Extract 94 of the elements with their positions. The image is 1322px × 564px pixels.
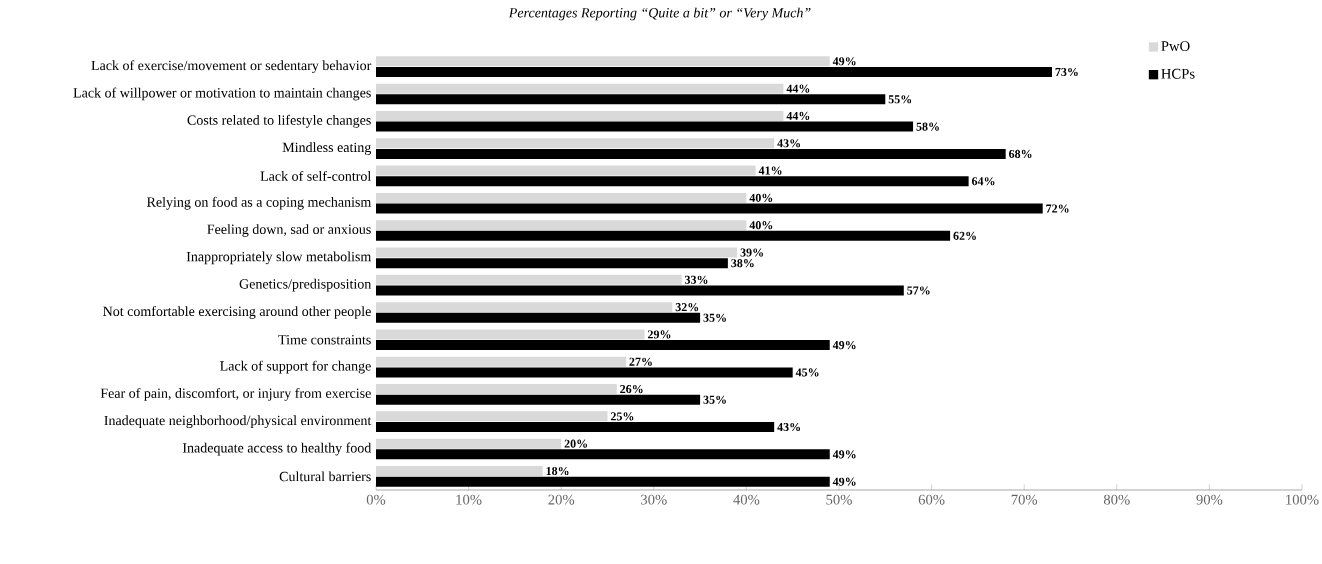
data-label: 44% <box>786 84 810 93</box>
bar <box>376 83 784 94</box>
y-tick-label: Inadequate neighborhood/physical environment <box>104 415 372 429</box>
data-label: 49% <box>832 450 856 459</box>
data-label: 20% <box>564 439 587 448</box>
bar <box>376 340 830 351</box>
x-tick-label: 50% <box>826 494 852 505</box>
data-label: 43% <box>777 422 800 432</box>
x-tick-label: 100% <box>1286 494 1319 505</box>
x-tick-label: 80% <box>1103 494 1130 505</box>
bar <box>376 110 784 121</box>
data-label: 38% <box>731 259 754 268</box>
data-label: 27% <box>629 357 652 366</box>
y-tick-label: Mindless eating <box>282 142 372 155</box>
bar <box>376 148 1006 159</box>
bar <box>376 94 886 105</box>
data-label: 49% <box>832 477 856 486</box>
x-tick-label: 60% <box>918 494 945 505</box>
data-label: 45% <box>795 368 819 377</box>
y-tick-label: Time constraints <box>278 335 371 345</box>
data-label: 68% <box>1009 149 1032 158</box>
bar <box>376 356 627 367</box>
bar <box>376 449 830 460</box>
bar <box>376 258 728 269</box>
bar <box>376 274 682 285</box>
data-label: 40% <box>749 193 773 202</box>
bar <box>376 476 830 487</box>
bar <box>376 66 1052 77</box>
bar <box>376 466 543 476</box>
bar <box>376 165 756 176</box>
bar <box>376 230 951 241</box>
bar <box>376 329 645 340</box>
x-tick-label: 10% <box>456 494 482 505</box>
y-tick-label: Inappropriately slow metabolism <box>186 251 372 265</box>
y-tick-label: Lack of self-control <box>260 170 372 181</box>
data-label: 25% <box>610 412 634 421</box>
bar <box>376 285 904 296</box>
bar <box>376 367 793 378</box>
y-tick-label: Genetics/predisposition <box>239 278 372 292</box>
y-tick-label: Feeling down, sad or anxious <box>207 224 371 237</box>
x-tick-label: 20% <box>548 494 575 505</box>
bar <box>376 203 1043 214</box>
bar <box>376 384 617 395</box>
bar <box>376 220 747 231</box>
data-label: 35% <box>703 313 726 322</box>
bar <box>376 247 738 258</box>
data-label: 32% <box>675 303 699 312</box>
y-tick-label: Not comfortable exercising around other people <box>103 306 371 319</box>
bar <box>376 438 562 449</box>
bar <box>376 121 914 132</box>
data-label: 18% <box>546 466 569 476</box>
data-label: 73% <box>1055 67 1078 77</box>
y-tick-label: Relying on food as a coping mechanism <box>146 196 372 210</box>
y-tick-label: Lack of support for change <box>220 360 371 374</box>
x-tick-label: 90% <box>1196 494 1223 505</box>
legend-label: PwO <box>1161 41 1190 51</box>
data-label: 44% <box>786 111 810 121</box>
data-label: 26% <box>620 384 643 394</box>
x-tick-label: 70% <box>1011 494 1038 505</box>
bar <box>376 56 830 67</box>
y-tick-label: Costs related to lifestyle changes <box>187 114 371 128</box>
data-label: 49% <box>832 57 856 66</box>
bar <box>376 302 673 313</box>
data-label: 49% <box>832 341 856 350</box>
bar <box>376 192 747 203</box>
y-tick-label: Fear of pain, discomfort, or injury from exercise <box>100 387 371 401</box>
data-label: 57% <box>907 286 930 295</box>
data-label: 35% <box>703 395 726 404</box>
bar <box>376 411 608 422</box>
data-label: 29% <box>647 330 671 339</box>
y-tick-label: Lack of willpower or motivation to maintain changes <box>73 87 371 101</box>
data-label: 64% <box>971 177 995 186</box>
data-label: 40% <box>749 221 773 230</box>
data-label: 43% <box>777 139 800 148</box>
bar <box>376 394 701 405</box>
bar <box>376 312 701 323</box>
y-tick-label: Inadequate access to healthy food <box>182 442 372 456</box>
x-tick-label: 0% <box>366 494 386 505</box>
data-label: 39% <box>740 248 763 257</box>
data-label: 72% <box>1046 204 1069 213</box>
data-label: 62% <box>953 231 976 240</box>
bar <box>376 176 969 187</box>
x-tick-label: 30% <box>641 494 667 505</box>
data-label: 55% <box>888 95 912 104</box>
y-tick-label: Lack of exercise/movement or sedentary behavior <box>91 60 372 74</box>
data-label: 41% <box>758 166 782 175</box>
data-label: 58% <box>916 122 939 131</box>
x-tick-label: 40% <box>733 494 760 505</box>
bar <box>376 138 775 149</box>
legend-label: HCPs <box>1161 68 1195 79</box>
chart-title: Percentages Reporting “Quite a bit” or “Very Much” <box>508 7 811 21</box>
bar <box>376 422 775 433</box>
data-label: 33% <box>684 275 708 284</box>
y-tick-label: Cultural barriers <box>279 471 371 482</box>
